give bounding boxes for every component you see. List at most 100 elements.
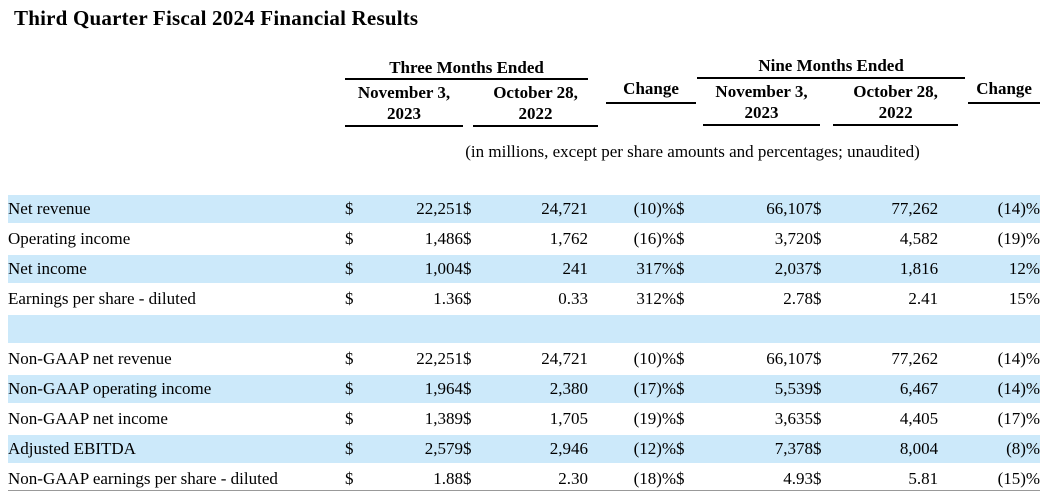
value-q-fy24: 1,004	[370, 254, 463, 285]
table-row: Operating income $ 1,486 $ 1,762 (16)% $…	[8, 224, 1041, 255]
value-ytd-fy24: 4.93	[721, 464, 814, 495]
value-q-fy24: 2,579	[370, 434, 463, 465]
dollar-sign: $	[463, 254, 496, 285]
financial-results-table: Three Months Ended Nine Months Ended Nov…	[8, 56, 1041, 495]
value-q-change: (17)%	[588, 374, 677, 405]
dollar-sign: $	[813, 284, 849, 315]
value-ytd-fy24: 5,539	[721, 374, 814, 405]
value-q-fy23: 2,946	[496, 434, 589, 465]
table-row: Net income $ 1,004 $ 241 317% $ 2,037 $ …	[8, 254, 1041, 285]
dollar-sign: $	[463, 434, 496, 465]
row-label: Earnings per share - diluted	[8, 284, 345, 315]
table-row	[8, 314, 1041, 345]
empty-cell	[938, 56, 1040, 79]
dollar-sign: $	[813, 404, 849, 435]
row-label: Non-GAAP net revenue	[8, 344, 345, 375]
value-q-fy23: 24,721	[496, 195, 589, 225]
date-line1: October 28,	[493, 83, 578, 102]
value-ytd-fy23	[848, 314, 939, 345]
value-q-fy23: 241	[496, 254, 589, 285]
row-label: Net income	[8, 254, 345, 285]
dollar-sign	[345, 314, 370, 345]
date-line1: November 3,	[357, 83, 451, 102]
value-ytd-fy23: 6,467	[848, 374, 939, 405]
value-ytd-fy23: 77,262	[848, 344, 939, 375]
value-q-fy23: 2,380	[496, 374, 589, 405]
date-line1: November 3,	[715, 82, 808, 101]
dollar-sign	[463, 314, 496, 345]
page-title: Third Quarter Fiscal 2024 Financial Resu…	[14, 6, 419, 30]
dollar-sign: $	[345, 374, 370, 405]
value-ytd-change: (14)%	[938, 344, 1041, 375]
row-label: Non-GAAP operating income	[8, 374, 345, 405]
col-header-ytd-oct-2022: October 28, 2022	[813, 79, 959, 130]
dollar-sign: $	[676, 404, 722, 435]
value-q-fy23: 1,762	[496, 224, 589, 255]
value-q-fy23: 0.33	[496, 284, 589, 315]
value-q-fy24: 1,389	[370, 404, 463, 435]
value-q-fy24	[370, 314, 463, 345]
value-ytd-change: (8)%	[938, 434, 1041, 465]
empty-cell	[8, 162, 1040, 195]
value-ytd-fy23: 1,816	[848, 254, 939, 285]
value-q-fy24: 1,964	[370, 374, 463, 405]
value-q-fy24: 22,251	[370, 195, 463, 225]
table-row: Adjusted EBITDA $ 2,579 $ 2,946 (12)% $ …	[8, 434, 1041, 465]
value-q-change: (16)%	[588, 224, 677, 255]
group-header-row: Three Months Ended Nine Months Ended	[8, 56, 1040, 80]
value-ytd-fy24: 2,037	[721, 254, 814, 285]
dollar-sign: $	[676, 374, 722, 405]
value-ytd-fy24: 7,378	[721, 434, 814, 465]
dollar-sign: $	[813, 434, 849, 465]
dollar-sign: $	[676, 344, 722, 375]
value-ytd-fy24	[721, 314, 814, 345]
value-ytd-fy24: 66,107	[721, 195, 814, 225]
dollar-sign: $	[345, 195, 370, 225]
value-ytd-change: 12%	[938, 254, 1041, 285]
dollar-sign: $	[345, 344, 370, 375]
dollar-sign: $	[676, 464, 722, 495]
value-ytd-fy24: 3,635	[721, 404, 814, 435]
table-row: Non-GAAP earnings per share - diluted $ …	[8, 464, 1041, 495]
row-label: Operating income	[8, 224, 345, 255]
value-ytd-change: 15%	[938, 284, 1041, 315]
row-label: Adjusted EBITDA	[8, 434, 345, 465]
date-line2: 2022	[878, 102, 913, 122]
note-row: (in millions, except per share amounts a…	[8, 130, 1040, 162]
value-ytd-fy23: 77,262	[848, 195, 939, 225]
empty-cell	[588, 56, 676, 79]
table-row: Net revenue $ 22,251 $ 24,721 (10)% $ 66…	[8, 195, 1041, 225]
date-line2: 2023	[744, 102, 779, 122]
dollar-sign: $	[345, 464, 370, 495]
group-header-nine-months-label: Nine Months Ended	[697, 56, 966, 79]
dollar-sign: $	[463, 404, 496, 435]
group-header-three-months: Three Months Ended	[345, 56, 589, 80]
value-q-change: (19)%	[588, 404, 677, 435]
group-header-nine-months: Nine Months Ended	[676, 56, 966, 79]
value-ytd-change	[938, 314, 1041, 345]
col-header-ytd-nov-2023: November 3, 2023	[676, 79, 821, 130]
value-ytd-fy23: 5.81	[848, 464, 939, 495]
empty-cell	[8, 130, 345, 162]
value-q-change: (10)%	[588, 344, 677, 375]
column-header-row: November 3, 2023 October 28, 2022 Change…	[8, 79, 1041, 130]
table-note: (in millions, except per share amounts a…	[465, 142, 920, 161]
dollar-sign: $	[345, 254, 370, 285]
dollar-sign: $	[813, 195, 849, 225]
col-header-ytd-change: Change	[938, 79, 1041, 130]
dollar-sign: $	[463, 224, 496, 255]
table-header: Three Months Ended Nine Months Ended Nov…	[8, 56, 1041, 195]
dollar-sign: $	[463, 374, 496, 405]
table-row: Non-GAAP operating income $ 1,964 $ 2,38…	[8, 374, 1041, 405]
date-line2: 2022	[518, 103, 553, 123]
value-q-change: (12)%	[588, 434, 677, 465]
dollar-sign: $	[463, 195, 496, 225]
value-q-change: (10)%	[588, 195, 677, 225]
dollar-sign: $	[676, 224, 722, 255]
value-q-change: 312%	[588, 284, 677, 315]
value-q-fy24: 1.36	[370, 284, 463, 315]
dollar-sign: $	[813, 224, 849, 255]
dollar-sign: $	[463, 344, 496, 375]
value-q-change: (18)%	[588, 464, 677, 495]
date-line1: October 28,	[853, 82, 938, 101]
